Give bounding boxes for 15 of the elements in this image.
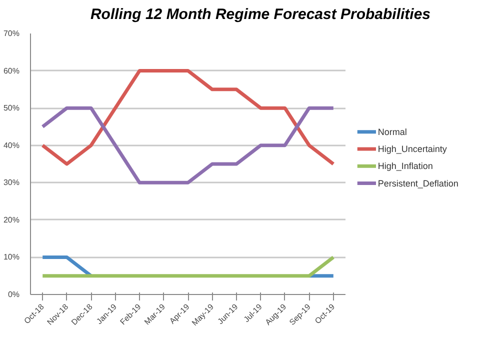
y-tick-label: 40% — [3, 140, 20, 150]
legend-label: Normal — [378, 126, 407, 137]
y-tick-label: 0% — [8, 290, 20, 299]
line-series — [40, 106, 336, 184]
legend-label: High_Inflation — [378, 161, 433, 172]
legend-label: High_Uncertainty — [378, 144, 448, 154]
y-tick-label: 50% — [3, 104, 20, 113]
y-tick-label: 10% — [3, 252, 20, 262]
y-tick-label: 60% — [3, 66, 20, 76]
y-tick-label: 20% — [3, 215, 20, 224]
legend-label: Persistent_Deflation — [378, 178, 458, 188]
y-tick-label: 70% — [3, 29, 20, 38]
line-series — [40, 69, 336, 166]
chart-title: Rolling 12 Month Regime Forecast Probabilities — [90, 6, 431, 23]
y-tick-label: 30% — [3, 178, 20, 188]
